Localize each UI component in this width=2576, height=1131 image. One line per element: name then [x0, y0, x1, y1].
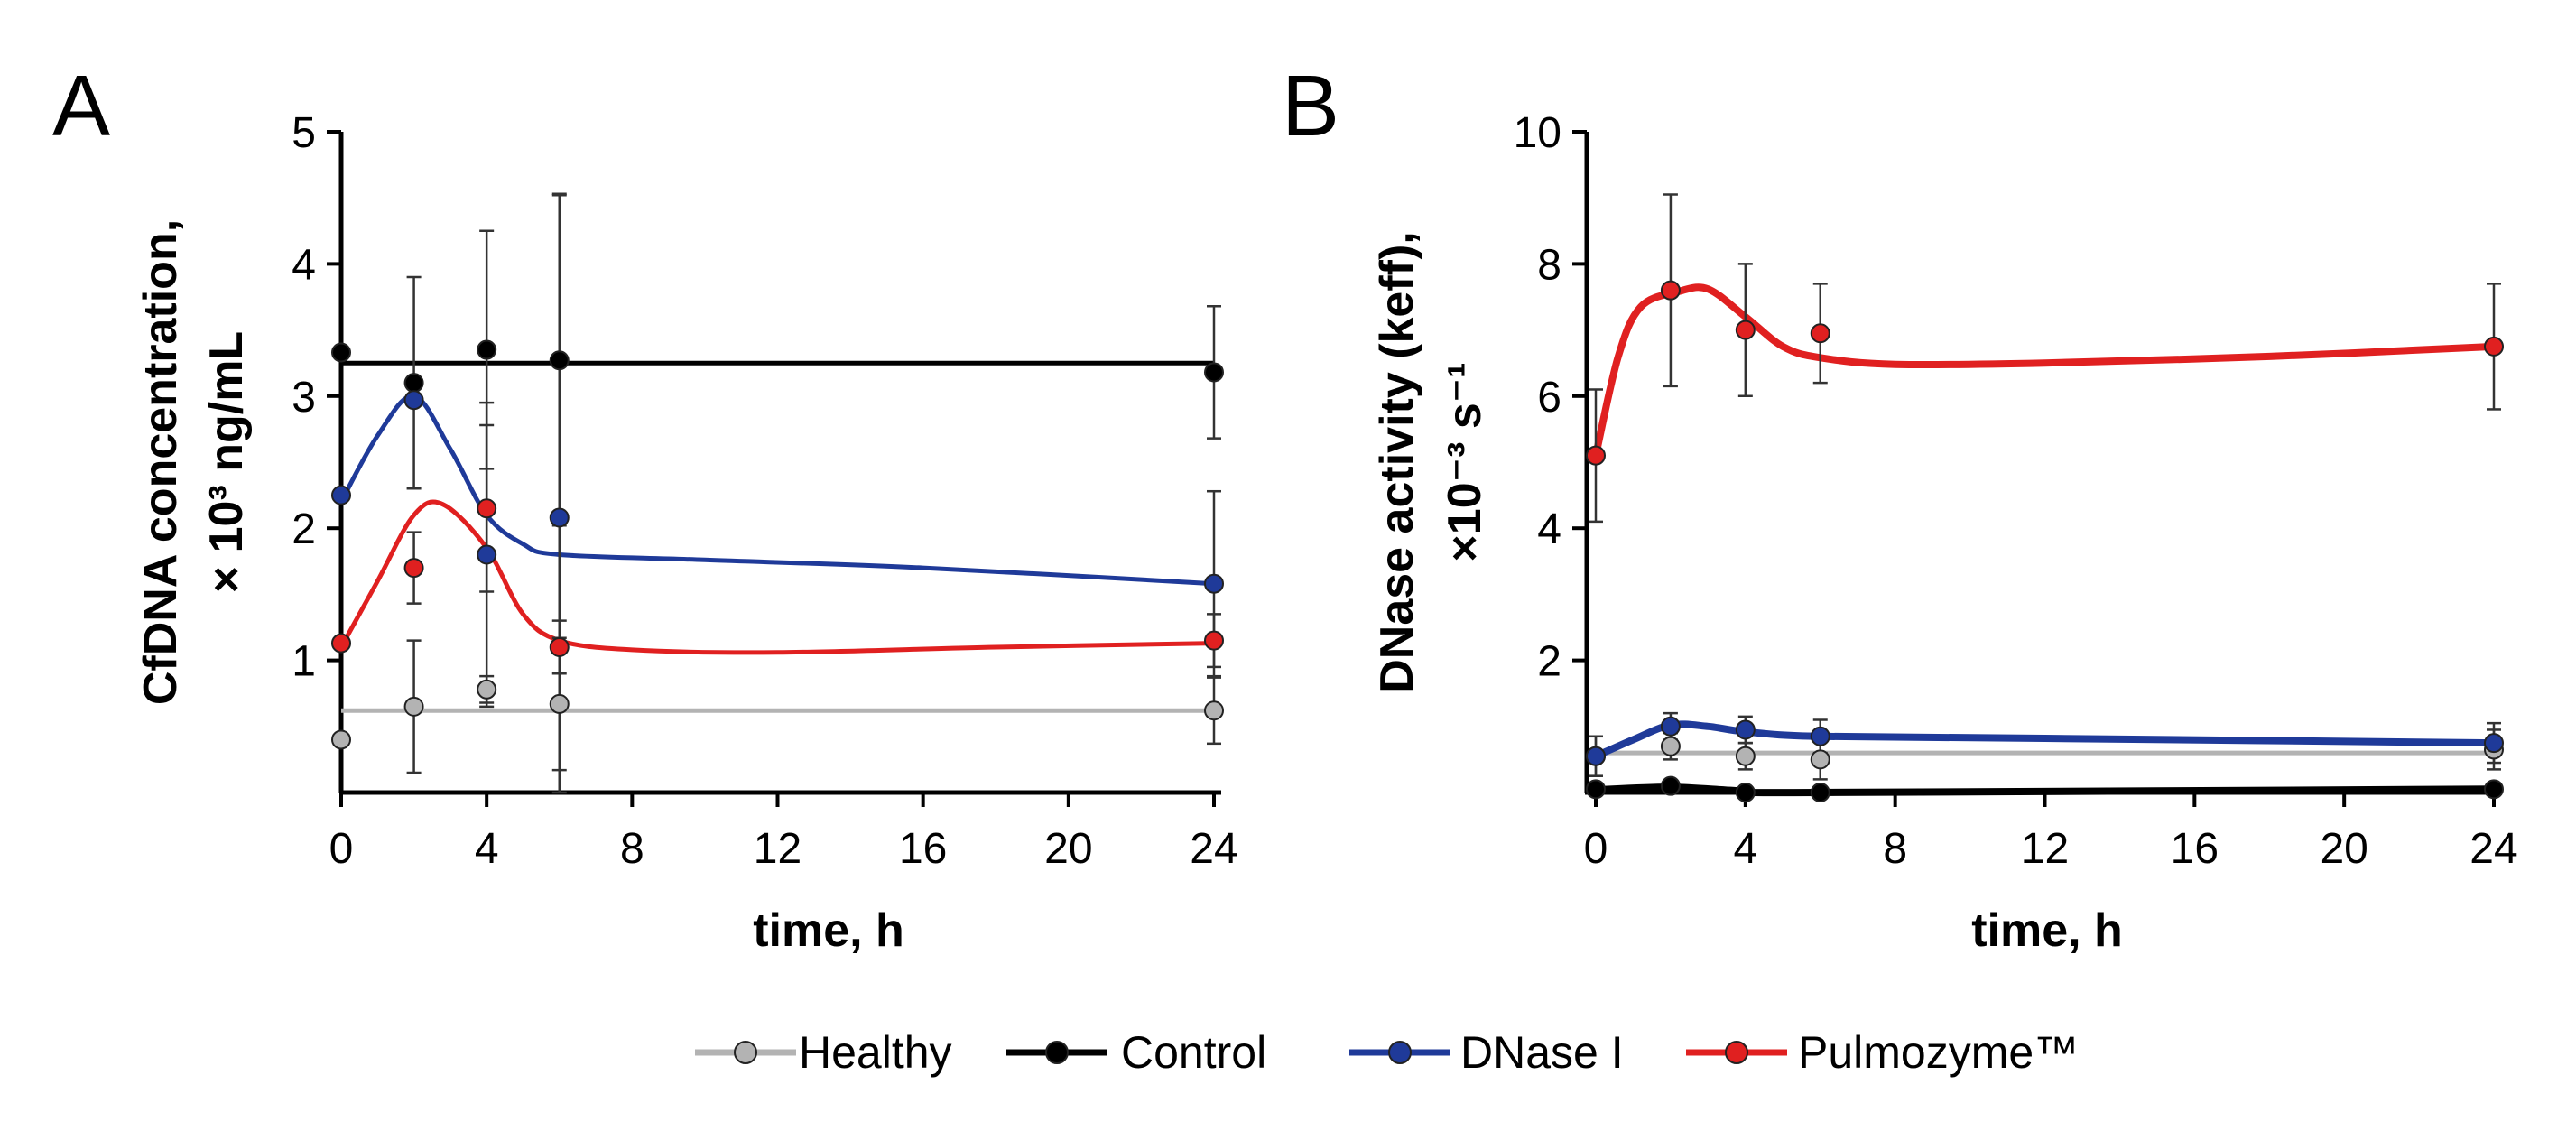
data-point-pulmo — [1204, 630, 1224, 651]
legend-label: Pulmozyme™ — [1798, 1027, 2079, 1078]
legend-item-control: Control — [1006, 1027, 1266, 1078]
data-point-dnase — [1204, 573, 1224, 594]
legend-marker — [1045, 1041, 1069, 1064]
y-tick-label: 3 — [292, 374, 316, 422]
data-point-pulmo — [331, 633, 351, 654]
legend-item-dnase: DNase I — [1349, 1027, 1624, 1078]
data-point-dnase — [331, 485, 351, 505]
x-tick-label: 16 — [2171, 825, 2219, 873]
legend: Healthy Control DNase I Pulmozyme™ — [695, 1027, 2079, 1078]
y-axis-title-line1: DNase activity (keff), — [1371, 231, 1423, 693]
data-point-control — [1660, 775, 1681, 796]
data-point-pulmo — [549, 636, 570, 657]
x-tick-label: 20 — [2320, 825, 2368, 873]
y-tick-label: 10 — [1514, 109, 1561, 157]
data-point-pulmo — [1660, 280, 1681, 301]
y-tick-label: 4 — [1537, 505, 1561, 553]
y-tick-label: 8 — [1537, 241, 1561, 289]
data-point-pulmo — [403, 558, 424, 579]
x-axis-title: time, h — [1971, 904, 2123, 957]
data-point-control — [403, 373, 424, 394]
x-tick-label: 16 — [899, 825, 947, 873]
y-axis-title-line1: CfDNA concentration, — [134, 219, 187, 705]
data-point-healthy — [477, 679, 497, 700]
data-point-dnase — [549, 507, 570, 528]
x-tick-label: 24 — [2469, 825, 2517, 873]
data-point-dnase — [403, 390, 424, 411]
data-point-control — [549, 350, 570, 371]
data-point-pulmo — [1586, 445, 1606, 466]
x-tick-label: 20 — [1044, 825, 1092, 873]
data-point-dnase — [477, 544, 497, 565]
y-tick-label: 1 — [292, 638, 316, 686]
legend-label: DNase I — [1460, 1027, 1624, 1078]
x-tick-label: 4 — [475, 825, 499, 873]
data-point-control — [1735, 783, 1756, 802]
legend-item-pulmo: Pulmozyme™ — [1686, 1027, 2079, 1078]
legend-marker — [1725, 1041, 1748, 1064]
data-point-healthy — [549, 693, 570, 714]
data-point-healthy — [1660, 736, 1681, 756]
x-axis-title: time, h — [753, 904, 904, 957]
x-tick-label: 8 — [620, 825, 644, 873]
data-point-healthy — [1735, 746, 1756, 766]
series-line-pulmo — [1592, 283, 2495, 457]
legend-label: Control — [1121, 1027, 1266, 1078]
y-axis-title-line2: ×10⁻³ s⁻¹ — [1439, 362, 1491, 561]
data-point-pulmo — [2484, 336, 2504, 357]
data-point-dnase — [2484, 733, 2504, 754]
data-point-control — [477, 339, 497, 360]
y-axis-title-line2: × 10³ ng/mL — [200, 331, 253, 593]
data-point-control — [2484, 779, 2504, 800]
legend-label: Healthy — [799, 1027, 952, 1078]
x-tick-label: 0 — [1584, 825, 1608, 873]
data-point-dnase — [1660, 716, 1681, 737]
data-point-dnase — [1735, 719, 1756, 740]
x-tick-label: 24 — [1190, 825, 1237, 873]
data-point-control — [331, 342, 351, 363]
panel-letter: B — [1282, 58, 1339, 154]
y-tick-label: 4 — [292, 241, 316, 289]
data-point-healthy — [403, 696, 424, 717]
data-point-healthy — [1204, 700, 1224, 721]
x-tick-label: 12 — [2021, 825, 2069, 873]
x-tick-label: 12 — [754, 825, 802, 873]
data-point-healthy — [331, 729, 351, 750]
data-point-pulmo — [1810, 323, 1830, 344]
x-tick-label: 8 — [1883, 825, 1907, 873]
data-point-control — [1810, 783, 1830, 802]
series-line-dnase — [338, 394, 1215, 587]
legend-item-healthy: Healthy — [695, 1027, 952, 1078]
panel-letter: A — [52, 58, 110, 154]
y-tick-label: 2 — [292, 505, 316, 553]
y-tick-label: 6 — [1537, 374, 1561, 422]
y-tick-label: 5 — [292, 109, 316, 157]
data-point-healthy — [1810, 749, 1830, 770]
x-tick-label: 0 — [329, 825, 354, 873]
series-line-control — [1595, 783, 2495, 797]
series-line-dnase — [1594, 720, 2495, 760]
data-point-dnase — [1586, 746, 1606, 766]
data-point-dnase — [1810, 726, 1830, 746]
legend-marker — [1388, 1041, 1412, 1064]
data-point-pulmo — [1735, 320, 1756, 340]
data-point-pulmo — [477, 498, 497, 519]
data-point-control — [1204, 362, 1224, 383]
data-point-control — [1586, 779, 1606, 800]
x-tick-label: 4 — [1733, 825, 1757, 873]
y-tick-label: 2 — [1537, 638, 1561, 686]
legend-marker — [734, 1041, 757, 1064]
